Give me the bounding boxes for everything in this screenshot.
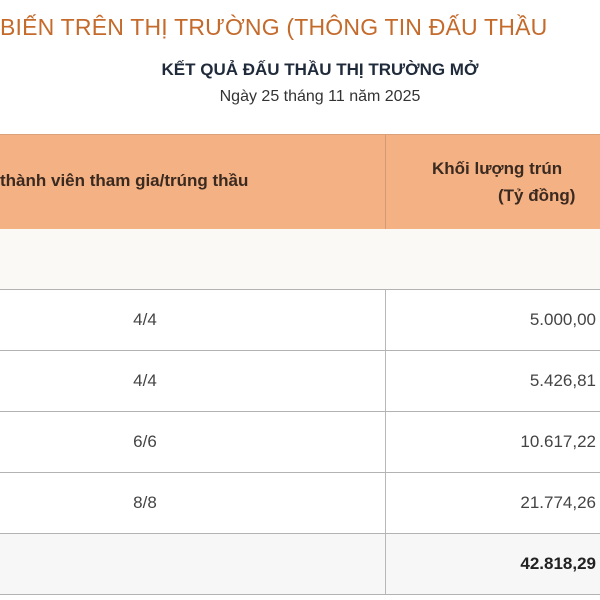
members-cell: 6/6	[133, 432, 157, 451]
table-row: 6/6 10.617,22	[0, 411, 600, 472]
members-cell: 4/4	[133, 371, 157, 390]
empty-row	[0, 229, 600, 289]
total-members-cell	[0, 534, 290, 594]
total-row: 42.818,29	[0, 533, 600, 595]
column-divider	[385, 290, 386, 350]
column-divider	[385, 412, 386, 472]
page-title: BIẾN TRÊN THỊ TRƯỜNG (THÔNG TIN ĐẤU THẦU	[0, 14, 548, 40]
table-row: 4/4 5.000,00	[0, 289, 600, 350]
table-header: thành viên tham gia/trúng thầu Khối lượn…	[0, 134, 600, 230]
header-members: thành viên tham gia/trúng thầu	[0, 171, 249, 190]
volume-cell: 5.000,00	[529, 310, 596, 329]
table-row: 8/8 21.774,26	[0, 472, 600, 533]
volume-cell: 21.774,26	[520, 493, 596, 512]
column-divider	[385, 473, 386, 533]
date-label: Ngày 25 tháng 11 năm 2025	[219, 88, 421, 105]
header-volume: Khối lượng trún (Tỷ đồng)	[432, 155, 575, 209]
table-row: 4/4 5.426,81	[0, 350, 600, 411]
volume-cell: 10.617,22	[520, 432, 596, 451]
column-divider	[385, 534, 386, 594]
column-divider	[385, 135, 386, 229]
column-divider	[385, 351, 386, 411]
total-volume-cell: 42.818,29	[520, 554, 596, 573]
table-subtitle: KẾT QUẢ ĐẤU THẦU THỊ TRƯỜNG MỞ	[161, 60, 479, 79]
header-volume-line1: Khối lượng trún	[432, 159, 563, 178]
members-cell: 8/8	[133, 493, 157, 512]
members-cell: 4/4	[133, 310, 157, 329]
volume-cell: 5.426,81	[529, 371, 596, 390]
header-volume-unit: (Tỷ đồng)	[498, 186, 576, 205]
